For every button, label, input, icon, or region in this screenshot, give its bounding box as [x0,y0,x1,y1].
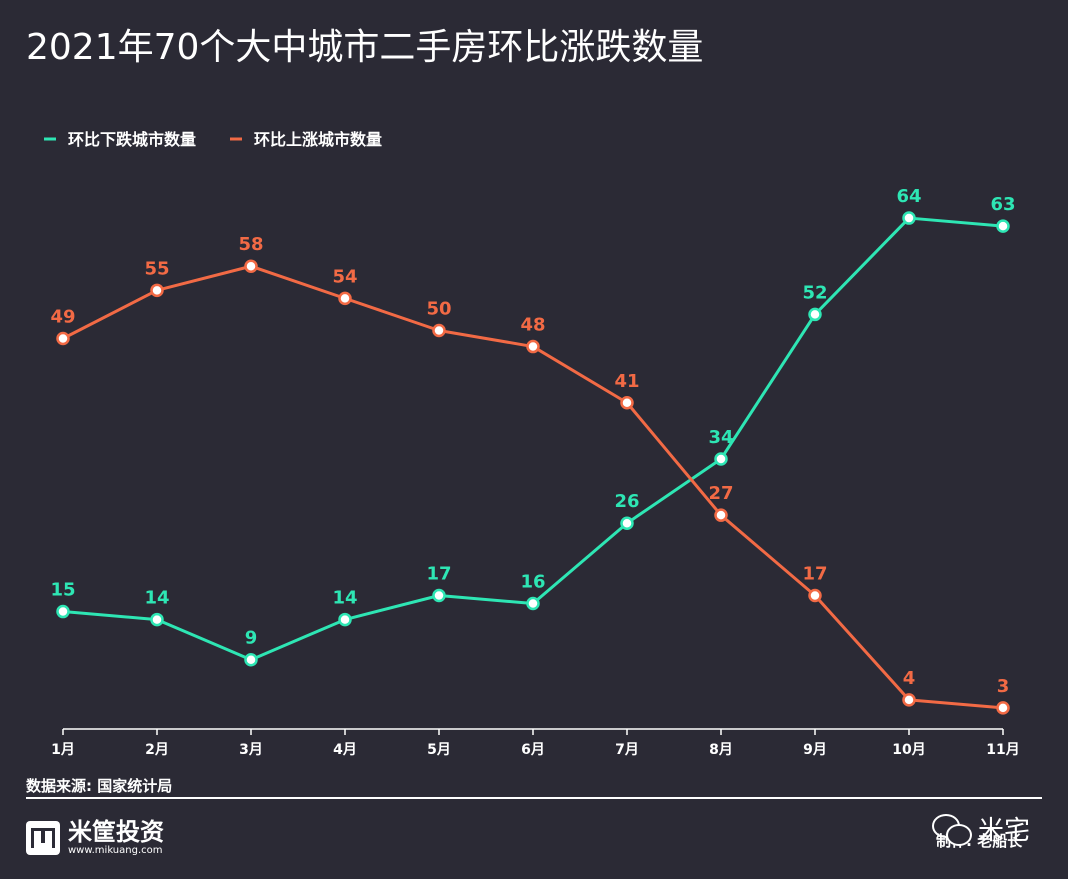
data-label: 4 [903,668,916,689]
x-tick-label: 2月 [145,742,169,758]
data-point [150,612,164,627]
data-label: 17 [426,563,451,584]
data-point [150,283,164,298]
data-point [338,291,352,306]
legend-label: 环比上涨城市数量 [254,130,382,149]
data-label: 54 [332,266,357,287]
mikuang-logo-icon [26,821,60,855]
data-label: 14 [332,588,357,609]
x-tick-label: 9月 [803,742,827,758]
wechat-watermark: 米宅 [930,810,1030,847]
x-tick-label: 4月 [333,742,357,758]
x-tick-label: 10月 [892,742,925,758]
data-point [620,396,634,410]
data-point [526,596,540,611]
data-label: 9 [245,628,258,649]
legend-label: 环比下跌城市数量 [68,130,196,149]
data-point [996,219,1010,233]
data-label: 34 [708,427,733,448]
data-source: 数据来源: 国家统计局 [26,777,173,795]
data-point [56,604,70,619]
data-point [902,693,916,707]
data-point [714,452,728,466]
data-label: 49 [50,307,75,328]
watermark-text: 米宅 [978,816,1031,846]
x-tick-label: 7月 [615,742,639,758]
x-tick-label: 5月 [427,742,451,758]
data-point [808,588,822,603]
brand-name: 米筐投资 [68,818,164,846]
data-point [338,612,352,627]
wechat-icon [930,812,974,846]
data-point [996,701,1010,715]
data-label: 3 [997,676,1010,697]
data-label: 52 [802,282,827,303]
data-label: 26 [614,491,639,512]
data-label: 63 [990,194,1015,215]
data-label: 15 [50,580,75,601]
data-point [56,331,70,346]
x-tick-label: 1月 [51,742,75,758]
data-point [432,588,446,603]
data-label: 48 [520,315,545,336]
data-label: 55 [144,258,169,279]
data-label: 27 [708,483,733,504]
data-label: 64 [896,186,921,207]
data-point [808,307,822,322]
data-point [432,323,446,338]
data-point [902,211,916,225]
brand-url: www.mikuang.com [68,845,163,856]
data-label: 17 [802,563,827,584]
data-label: 58 [238,234,263,255]
x-tick-label: 8月 [709,742,733,758]
data-point [244,259,258,273]
data-label: 50 [426,298,451,319]
x-tick-label: 11月 [986,742,1019,758]
x-tick-label: 6月 [521,742,545,758]
data-point [620,516,634,530]
data-point [714,508,728,522]
x-tick-label: 3月 [239,742,263,758]
data-point [244,652,258,667]
series-line [62,216,1004,662]
data-label: 16 [520,572,545,593]
data-label: 41 [614,371,639,392]
footer-divider [26,797,1042,799]
data-label: 14 [144,588,169,609]
data-point [526,339,540,354]
brand-logo-block: 米筐投资 www.mikuang.com [26,818,164,858]
chart-title: 2021年70个大中城市二手房环比涨跌数量 [26,27,704,68]
